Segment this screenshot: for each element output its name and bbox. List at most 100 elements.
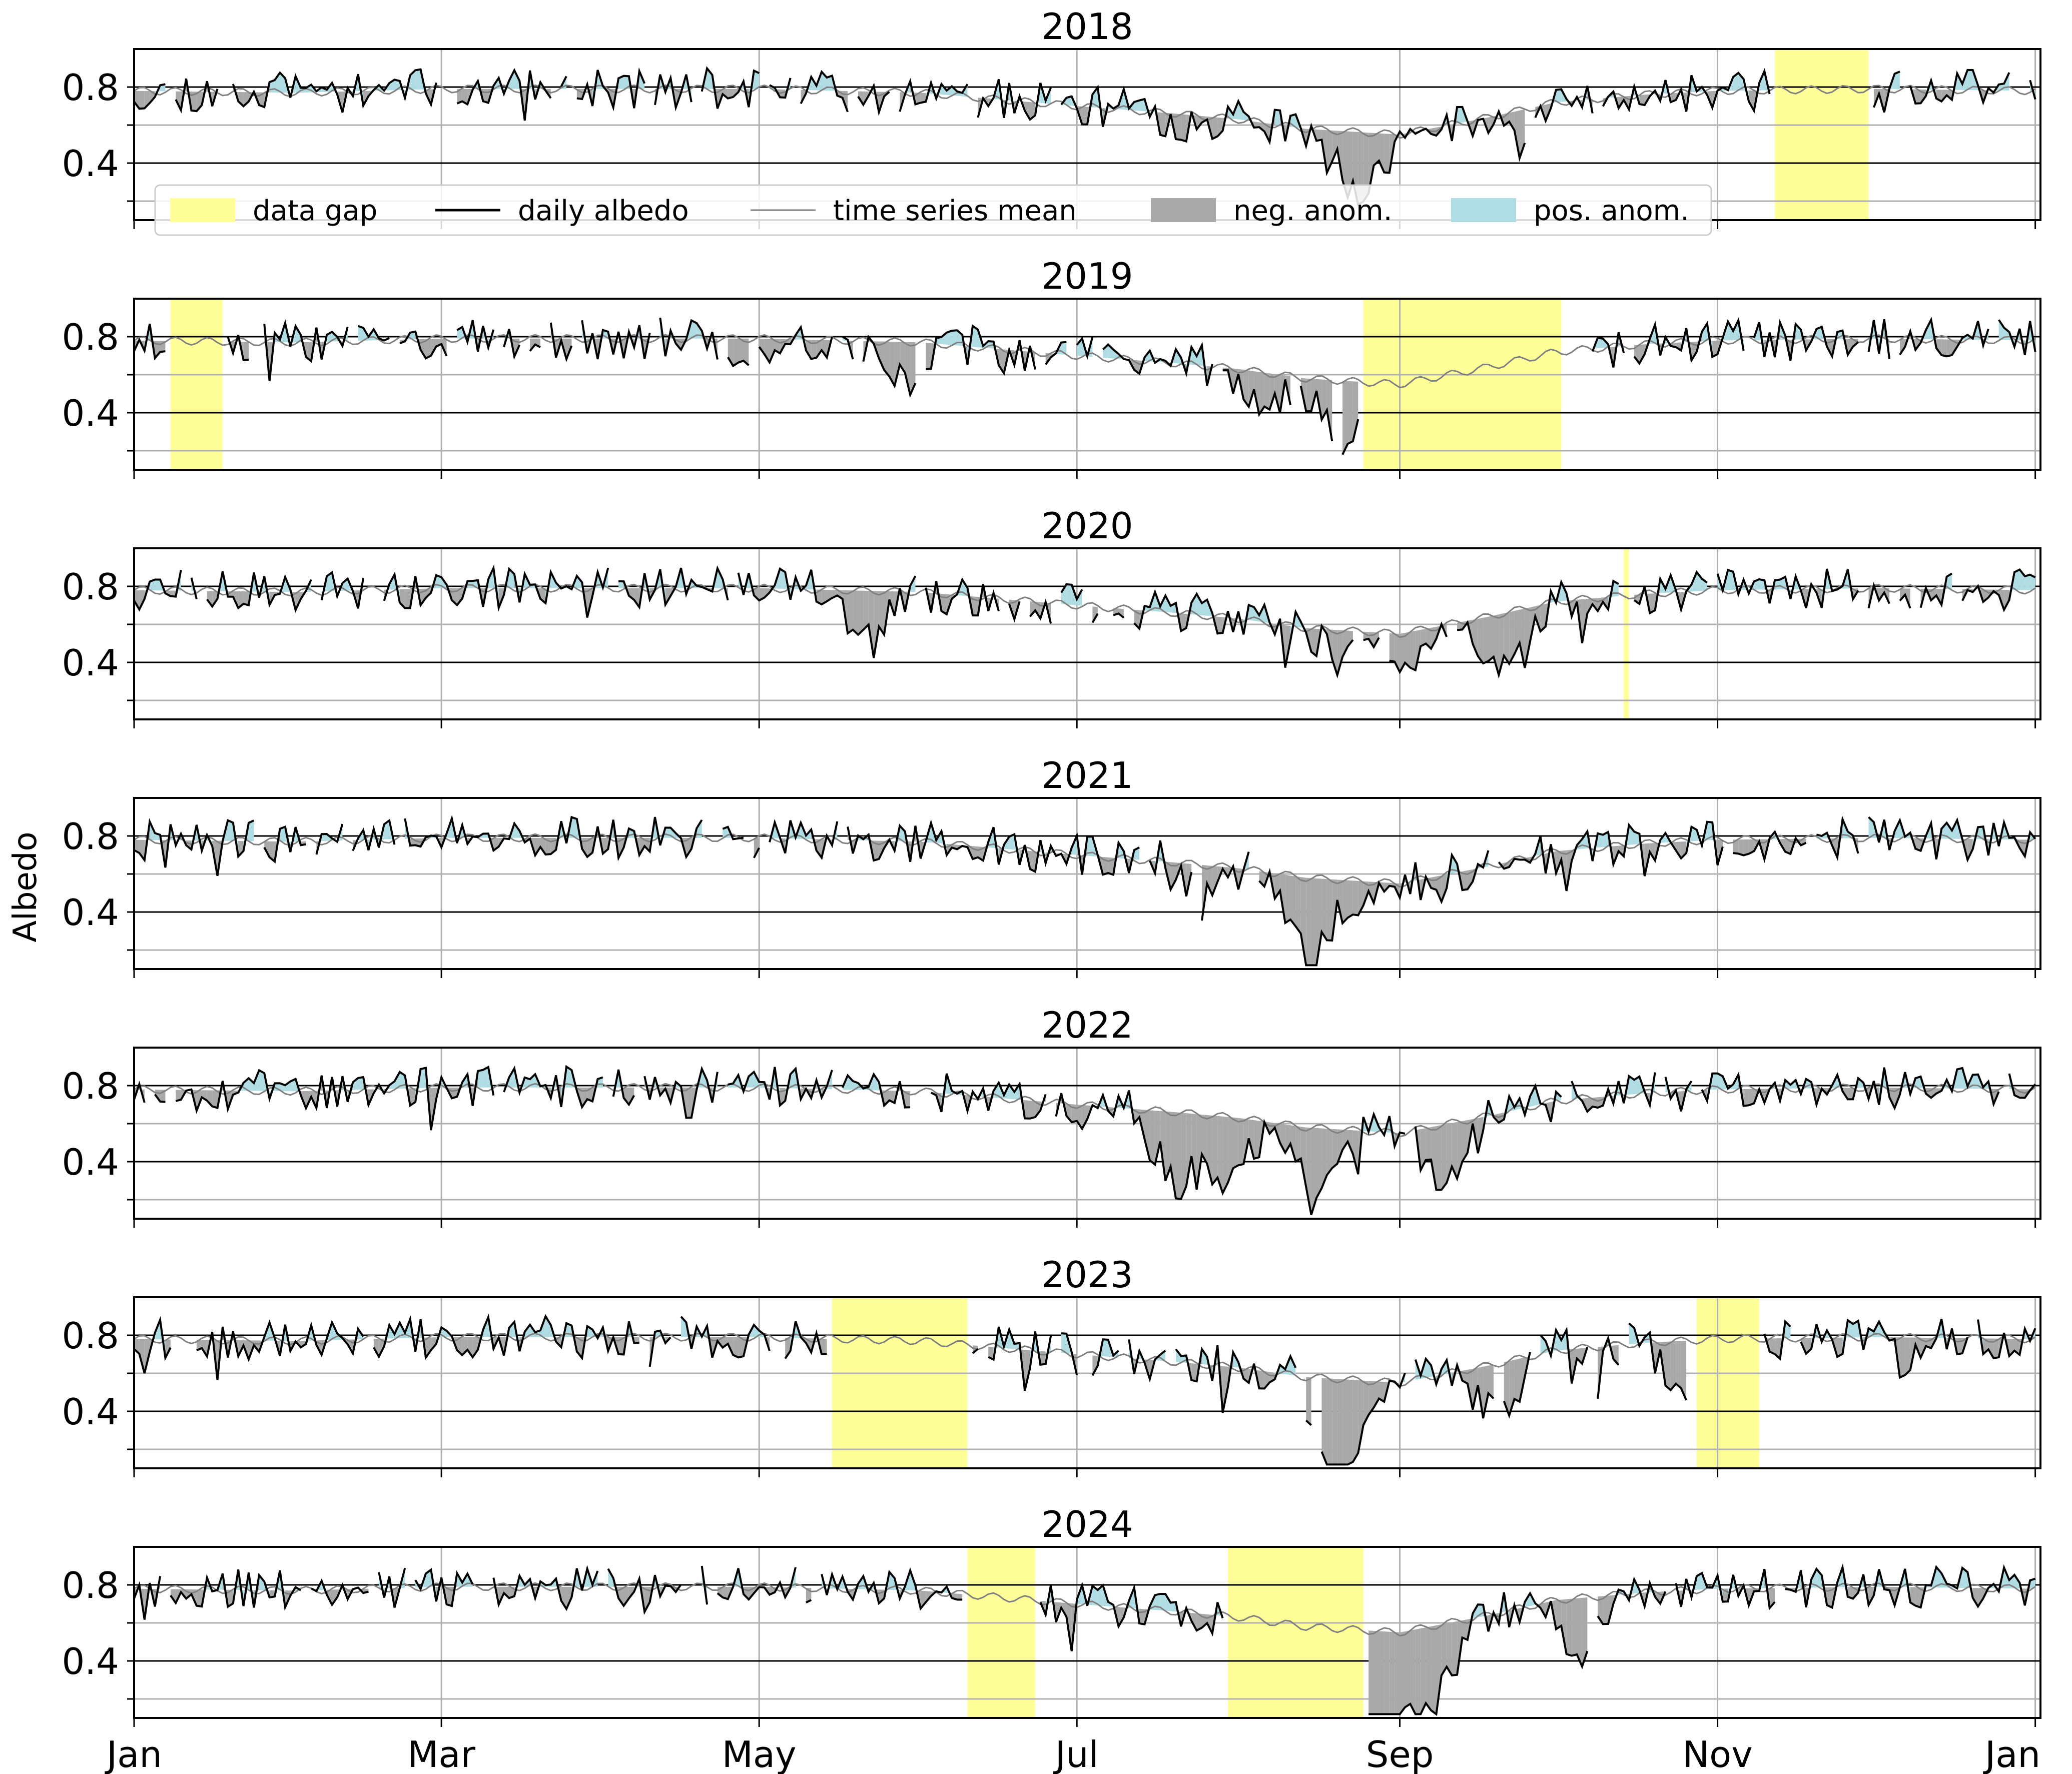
daily-albedo-line xyxy=(581,320,651,360)
neg-anom-fill xyxy=(1691,341,1697,361)
daily-albedo-line xyxy=(1076,336,1094,360)
neg-anom-fill xyxy=(1384,134,1390,173)
data-gap-band xyxy=(1696,1297,1759,1468)
pos-anom-fill xyxy=(1686,826,1692,853)
pos-anom-fill xyxy=(1160,1593,1166,1611)
y-tick-label: 0.4 xyxy=(62,892,119,934)
daily-albedo-line xyxy=(899,78,969,112)
legend-swatch xyxy=(1451,198,1516,222)
neg-anom-fill xyxy=(738,338,744,363)
neg-anom-fill xyxy=(243,342,249,360)
neg-anom-fill xyxy=(894,342,900,386)
daily-albedo-line xyxy=(925,577,1000,617)
daily-albedo-line xyxy=(926,324,1036,376)
daily-albedo-line xyxy=(134,1081,146,1103)
pos-anom-fill xyxy=(1014,1084,1020,1100)
daily-albedo-line xyxy=(857,83,890,117)
data-gap-band xyxy=(1624,548,1629,719)
pos-anom-fill xyxy=(1191,347,1197,365)
daily-albedo-line xyxy=(190,577,198,600)
pos-anom-fill xyxy=(1894,72,1900,90)
pos-anom-fill xyxy=(1009,834,1015,850)
neg-anom-fill xyxy=(1165,1111,1171,1181)
neg-anom-fill xyxy=(1754,83,1759,111)
neg-anom-fill xyxy=(1566,593,1572,617)
neg-anom-fill xyxy=(1764,1334,1770,1352)
neg-anom-fill xyxy=(1352,1380,1358,1462)
y-tick-label: 0.8 xyxy=(62,67,119,109)
y-tick-label: 0.8 xyxy=(62,1564,119,1606)
pos-anom-fill xyxy=(1988,823,1994,855)
neg-anom-fill xyxy=(1436,1125,1442,1190)
daily-albedo-line xyxy=(1341,419,1359,455)
daily-albedo-line xyxy=(2008,1073,2036,1099)
daily-albedo-line xyxy=(227,334,249,362)
pos-anom-fill xyxy=(1702,323,1707,342)
neg-anom-fill xyxy=(1618,845,1624,856)
daily-albedo-line xyxy=(728,1066,833,1108)
pos-anom-fill xyxy=(1749,581,1754,594)
pos-anom-fill xyxy=(1624,1076,1629,1104)
neg-anom-fill xyxy=(1222,611,1228,633)
neg-anom-fill xyxy=(941,593,947,614)
neg-anom-fill xyxy=(1847,1088,1853,1100)
neg-anom-fill xyxy=(1347,381,1353,444)
pos-anom-fill xyxy=(2009,332,2014,347)
pos-anom-fill xyxy=(1092,87,1098,108)
x-tick-label: Jan xyxy=(1983,1733,2040,1774)
neg-anom-fill xyxy=(1342,131,1348,198)
daily-albedo-line xyxy=(1060,583,1083,602)
neg-anom-fill xyxy=(1311,878,1317,966)
pos-anom-fill xyxy=(1816,1569,1822,1588)
daily-albedo-line xyxy=(1128,1339,1166,1383)
neg-anom-fill xyxy=(822,589,827,605)
daily-albedo-line xyxy=(607,1568,682,1615)
neg-anom-fill xyxy=(1884,319,1890,359)
pos-anom-fill xyxy=(1707,323,1713,357)
neg-anom-fill xyxy=(1436,875,1442,902)
pos-anom-fill xyxy=(1504,1096,1510,1120)
neg-anom-fill xyxy=(1254,121,1259,128)
neg-anom-fill xyxy=(1337,1129,1343,1164)
pos-anom-fill xyxy=(566,1067,572,1088)
x-tick-label: Mar xyxy=(407,1733,475,1774)
neg-anom-fill xyxy=(868,590,874,658)
neg-anom-fill xyxy=(1186,1113,1192,1187)
neg-anom-fill xyxy=(1321,1128,1327,1189)
daily-albedo-line xyxy=(769,818,839,860)
plot-area xyxy=(134,1313,2036,1466)
neg-anom-fill xyxy=(743,338,749,366)
daily-albedo-line xyxy=(717,1567,797,1601)
neg-anom-fill xyxy=(155,341,161,359)
pos-anom-fill xyxy=(1957,1068,1962,1089)
neg-anom-fill xyxy=(1342,630,1348,657)
pos-anom-fill xyxy=(1608,581,1614,609)
data-gap-band xyxy=(1363,299,1562,470)
neg-anom-fill xyxy=(1665,1341,1671,1390)
mean-line xyxy=(134,1582,2036,1637)
neg-anom-fill xyxy=(1931,1088,1936,1098)
pos-anom-fill xyxy=(1665,1077,1671,1099)
pos-anom-fill xyxy=(2009,1073,2014,1096)
neg-anom-fill xyxy=(1118,1607,1124,1626)
neg-anom-fill xyxy=(634,1337,639,1343)
daily-albedo-line xyxy=(134,570,182,612)
neg-anom-fill xyxy=(1452,1122,1458,1179)
daily-albedo-line xyxy=(805,1599,812,1604)
neg-anom-fill xyxy=(1608,1089,1614,1104)
neg-anom-fill xyxy=(1368,1381,1374,1415)
pos-anom-fill xyxy=(1842,1567,1848,1597)
panel-title: 2022 xyxy=(1041,1004,1133,1046)
neg-anom-fill xyxy=(1222,1116,1228,1193)
neg-anom-fill xyxy=(1019,96,1025,111)
pos-anom-fill xyxy=(321,834,327,841)
panel-2021: 2021 0.4 0.8 xyxy=(62,754,2041,978)
neg-anom-fill xyxy=(410,1088,416,1106)
pos-anom-fill xyxy=(285,1081,291,1092)
daily-albedo-line xyxy=(1868,816,2036,863)
neg-anom-fill xyxy=(1321,626,1327,634)
neg-anom-fill xyxy=(1040,1351,1046,1365)
pos-anom-fill xyxy=(2014,569,2020,590)
pos-anom-fill xyxy=(1946,822,1952,839)
daily-albedo-line xyxy=(1368,1591,1589,1716)
